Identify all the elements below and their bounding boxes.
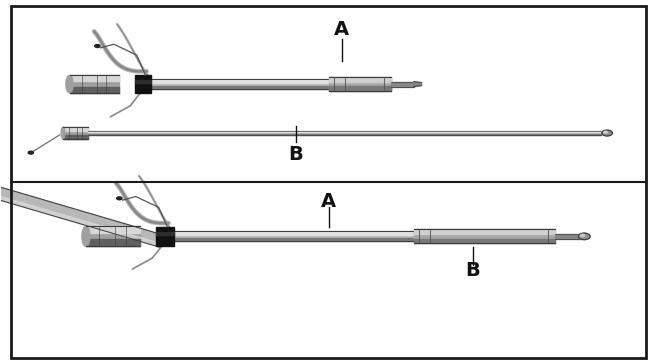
Circle shape [602,130,612,136]
Ellipse shape [61,127,65,139]
Polygon shape [414,82,422,87]
Bar [135,75,152,93]
Circle shape [95,44,100,47]
Text: B: B [288,145,303,164]
Circle shape [578,233,590,240]
Text: B: B [465,261,480,280]
Circle shape [580,234,585,237]
Bar [156,227,174,246]
Ellipse shape [66,75,73,93]
Polygon shape [0,173,170,247]
Ellipse shape [82,226,90,246]
Text: A: A [334,20,349,39]
Circle shape [117,197,122,200]
Circle shape [604,131,608,133]
Circle shape [28,151,34,154]
Polygon shape [0,179,164,247]
Text: A: A [321,193,336,211]
